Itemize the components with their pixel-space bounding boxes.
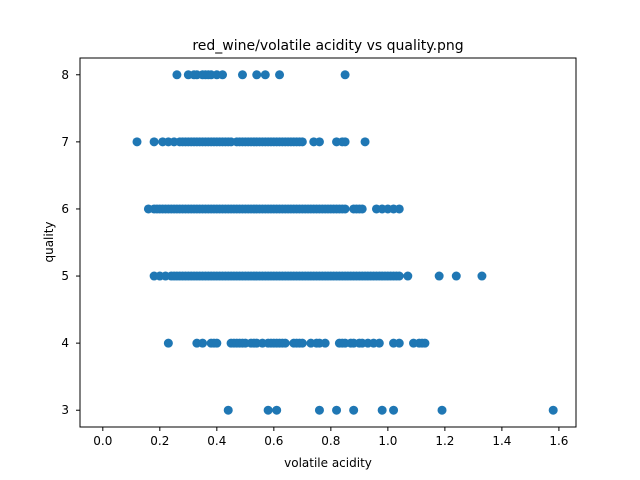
x-axis-label: volatile acidity <box>284 456 372 470</box>
data-point <box>132 137 142 147</box>
data-point <box>340 137 350 147</box>
y-tick-label: 8 <box>61 68 69 82</box>
y-tick-label: 6 <box>61 202 69 216</box>
data-point <box>349 405 359 415</box>
data-point <box>394 204 404 214</box>
data-point <box>340 204 350 214</box>
x-tick-label: 0.0 <box>93 434 112 448</box>
data-point <box>272 405 282 415</box>
x-tick-label: 0.2 <box>150 434 169 448</box>
data-point <box>420 338 430 348</box>
data-point <box>172 70 182 80</box>
y-tick-label: 4 <box>61 336 69 350</box>
data-point <box>263 405 273 415</box>
data-point <box>477 271 487 281</box>
data-point <box>548 405 558 415</box>
data-point <box>403 271 413 281</box>
data-point <box>451 271 461 281</box>
data-point <box>163 338 173 348</box>
data-point <box>297 338 307 348</box>
x-tick-label: 1.4 <box>492 434 511 448</box>
data-point <box>394 271 404 281</box>
data-point <box>437 405 447 415</box>
data-point <box>149 137 159 147</box>
y-axis-label: quality <box>42 221 56 262</box>
data-point <box>360 137 370 147</box>
data-point <box>237 70 247 80</box>
data-point <box>320 338 330 348</box>
data-point <box>377 405 387 415</box>
data-point <box>314 137 324 147</box>
points-layer <box>132 70 558 415</box>
data-point <box>357 204 367 214</box>
data-point <box>394 338 404 348</box>
y-tick-label: 3 <box>61 403 69 417</box>
y-tick-label: 7 <box>61 135 69 149</box>
y-axis-ticks: 3 4 5 6 7 8 <box>61 68 80 417</box>
data-point <box>280 338 290 348</box>
data-point <box>434 271 444 281</box>
x-tick-label: 0.6 <box>264 434 283 448</box>
data-point <box>212 338 222 348</box>
data-point <box>374 338 384 348</box>
x-tick-label: 1.6 <box>549 434 568 448</box>
x-tick-label: 1.2 <box>435 434 454 448</box>
x-tick-label: 0.4 <box>207 434 226 448</box>
data-point <box>260 70 270 80</box>
data-point <box>332 405 342 415</box>
x-tick-label: 0.8 <box>321 434 340 448</box>
y-tick-label: 5 <box>61 269 69 283</box>
data-point <box>389 405 399 415</box>
data-point <box>314 405 324 415</box>
data-point <box>198 338 208 348</box>
data-point <box>252 70 262 80</box>
data-point <box>275 70 285 80</box>
data-point <box>340 70 350 80</box>
chart-title: red_wine/volatile acidity vs quality.png <box>192 38 463 54</box>
x-tick-label: 1.0 <box>378 434 397 448</box>
x-axis-ticks: 0.0 0.2 0.4 0.6 0.8 1.0 1.2 1.4 1.6 <box>93 427 568 448</box>
plot-frame <box>79 57 577 428</box>
data-point <box>297 137 307 147</box>
data-point <box>223 405 233 415</box>
data-point <box>218 70 228 80</box>
